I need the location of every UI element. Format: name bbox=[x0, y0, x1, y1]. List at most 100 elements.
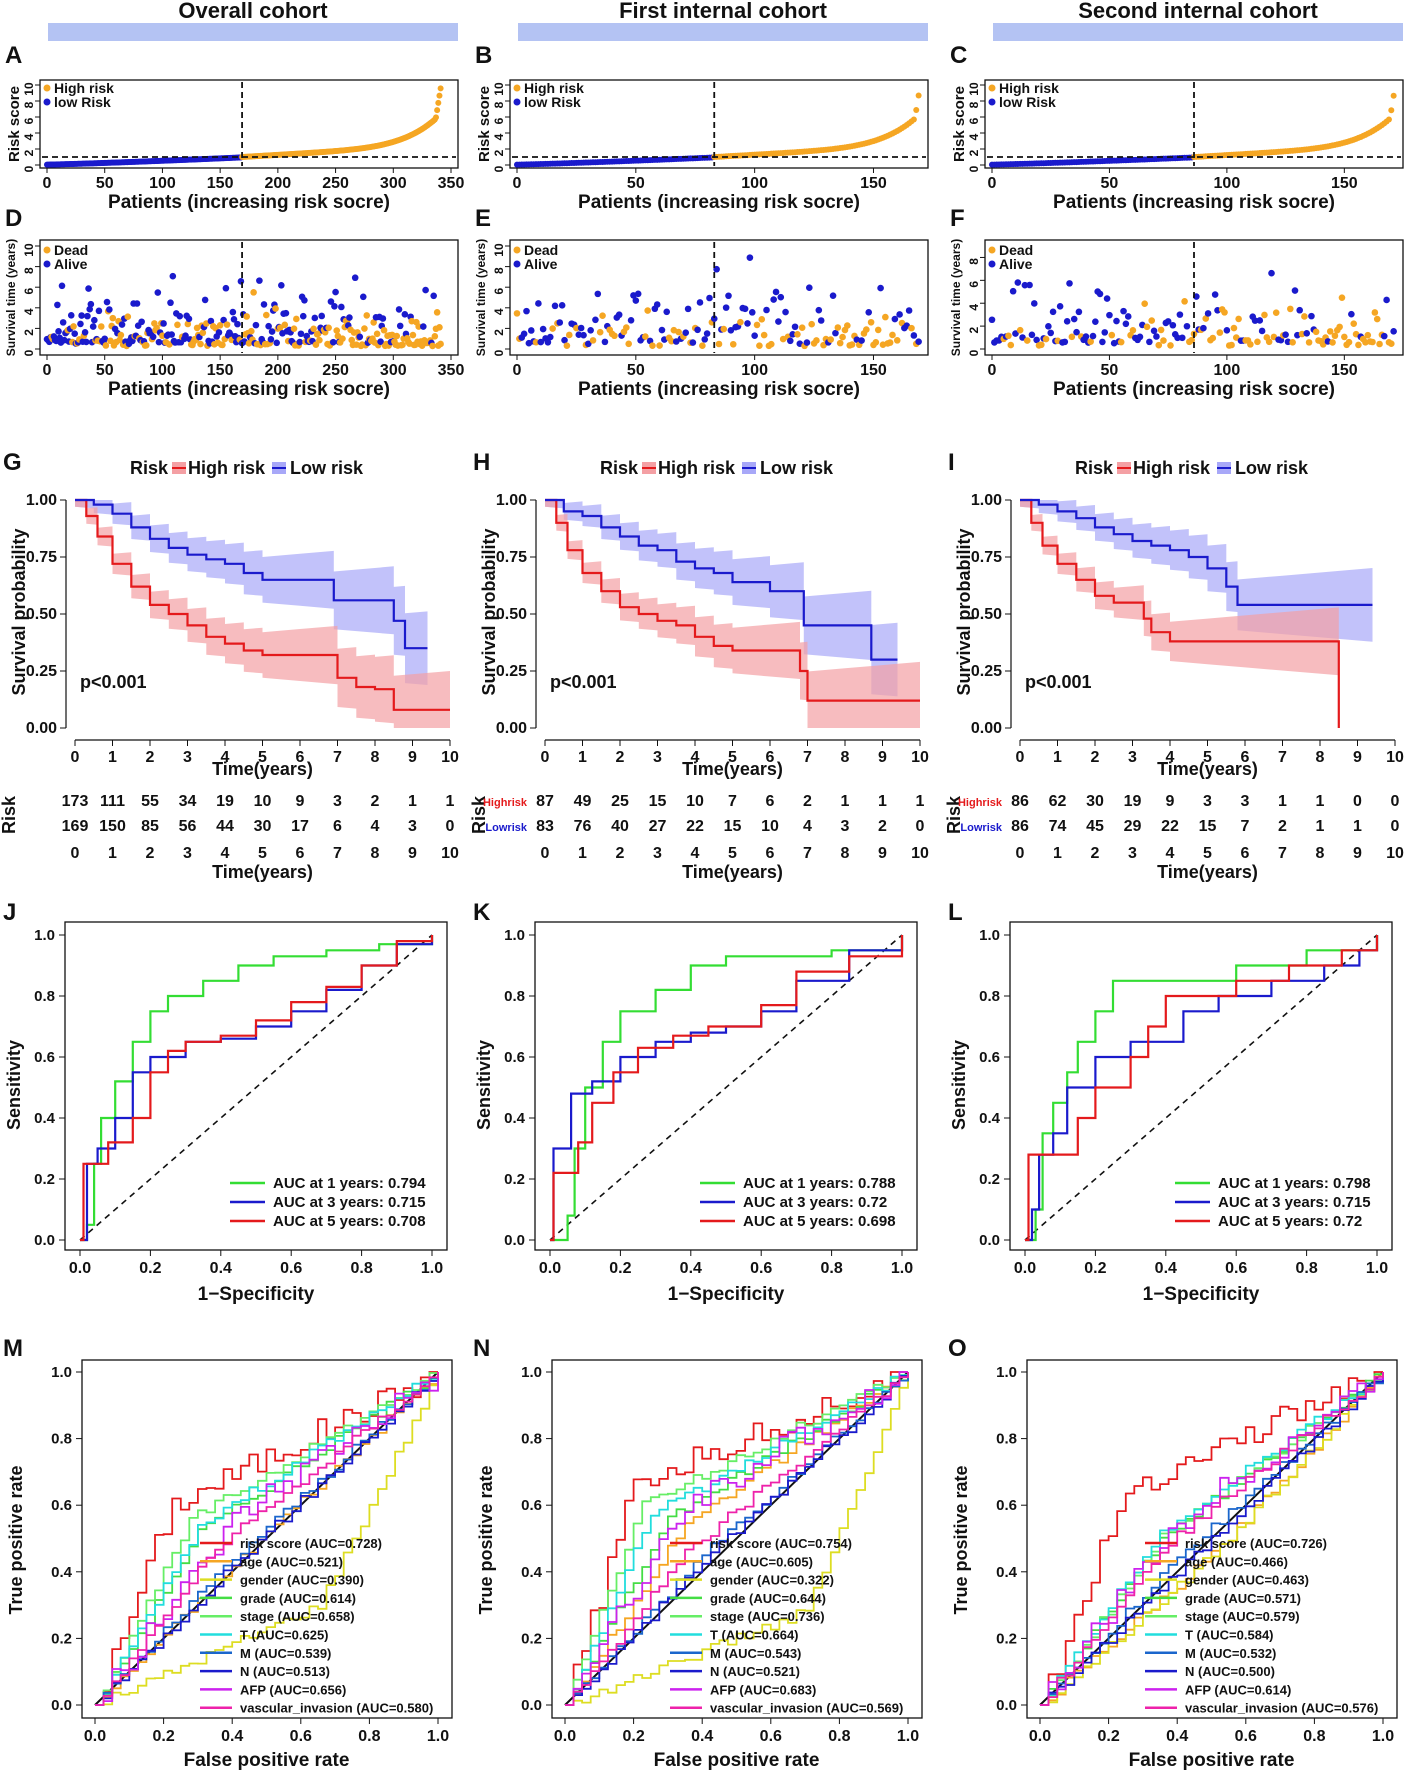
status-point bbox=[1092, 318, 1099, 325]
status-point bbox=[1388, 340, 1395, 348]
status-point bbox=[431, 333, 439, 340]
status-point bbox=[513, 310, 521, 317]
status-point bbox=[1136, 333, 1144, 341]
x-tick-label: 0.0 bbox=[69, 1260, 91, 1277]
status-point bbox=[1045, 323, 1052, 330]
panel-letter: I bbox=[948, 449, 955, 476]
km-confidence-band bbox=[1020, 500, 1339, 728]
status-point bbox=[1164, 318, 1172, 325]
status-point bbox=[282, 309, 290, 317]
status-point bbox=[836, 339, 844, 347]
status-point bbox=[1329, 339, 1336, 346]
x-tick-label: 2 bbox=[1091, 749, 1100, 766]
panel-letter: F bbox=[950, 205, 965, 232]
status-point bbox=[834, 324, 842, 331]
legend-alive-marker bbox=[513, 260, 521, 268]
clinical-roc-curve bbox=[95, 1372, 439, 1706]
x-tick-label: 0.2 bbox=[1097, 1728, 1119, 1745]
x-tick-label: 0.6 bbox=[1235, 1728, 1257, 1745]
table-x-tick-label: 6 bbox=[766, 845, 775, 862]
roc-curve bbox=[1025, 935, 1379, 1242]
x-tick-label: 100 bbox=[149, 175, 176, 192]
status-point bbox=[160, 320, 167, 327]
y-tick-label: 0.2 bbox=[34, 1171, 55, 1188]
status-point bbox=[782, 308, 789, 316]
clinical-roc-curve bbox=[95, 1372, 439, 1706]
clin-legend-label: N (AUC=0.500) bbox=[1185, 1664, 1275, 1679]
status-point bbox=[297, 330, 305, 338]
roc-legend-label: AUC at 3 years: 0.715 bbox=[1218, 1194, 1371, 1211]
status-point bbox=[820, 341, 827, 349]
status-point bbox=[789, 330, 796, 338]
y-tick-label: 0.00 bbox=[496, 720, 527, 737]
status-point bbox=[872, 339, 880, 346]
status-point bbox=[794, 331, 801, 338]
table-x-tick-label: 10 bbox=[911, 845, 929, 862]
y-tick-label: 2 bbox=[967, 326, 981, 333]
x-tick-label: 0.8 bbox=[828, 1728, 850, 1745]
risk-table-low-cell: 22 bbox=[1161, 818, 1179, 835]
table-x-tick-label: 0 bbox=[541, 845, 550, 862]
table-x-tick-label: 8 bbox=[371, 845, 380, 862]
risk-point bbox=[913, 106, 920, 113]
status-point bbox=[803, 339, 811, 346]
status-point bbox=[433, 309, 441, 316]
table-x-tick-label: 6 bbox=[1241, 845, 1250, 862]
status-point bbox=[370, 319, 377, 326]
clinical-roc-curve bbox=[1040, 1372, 1384, 1706]
x-axis-label: 1−Specificity bbox=[1143, 1284, 1260, 1305]
status-point bbox=[296, 338, 304, 346]
km-confidence-band bbox=[545, 500, 920, 728]
x-tick-label: 0.4 bbox=[680, 1260, 702, 1277]
risk-table-high-cell: 1 bbox=[1278, 793, 1287, 810]
status-point bbox=[248, 327, 255, 335]
risk-table-high-cell: 30 bbox=[1086, 793, 1104, 810]
y-tick-label: 0.6 bbox=[34, 1049, 55, 1066]
table-low-label: Lowrisk bbox=[485, 822, 527, 834]
status-point bbox=[1028, 331, 1036, 339]
roc-curve bbox=[80, 935, 434, 1242]
y-tick-label: 0.6 bbox=[521, 1497, 542, 1514]
status-point bbox=[102, 342, 110, 349]
status-point bbox=[1202, 315, 1210, 322]
x-tick-label: 50 bbox=[1101, 175, 1119, 192]
y-axis-label: Survival time (years) bbox=[4, 239, 18, 356]
y-tick-label: 6 bbox=[492, 117, 506, 124]
status-point bbox=[527, 327, 535, 334]
legend-high-label: High risk bbox=[524, 80, 584, 96]
status-point bbox=[1390, 328, 1397, 335]
x-tick-label: 0.8 bbox=[1303, 1728, 1325, 1745]
status-point bbox=[1082, 333, 1090, 340]
risk-table-low-cell: 0 bbox=[1391, 818, 1400, 835]
status-point bbox=[1216, 329, 1224, 336]
status-point bbox=[1070, 315, 1078, 323]
risk-table-low-cell: 22 bbox=[686, 818, 704, 835]
status-point bbox=[215, 329, 223, 336]
status-point bbox=[791, 323, 799, 331]
x-tick-label: 6 bbox=[1241, 749, 1250, 766]
status-point bbox=[1319, 341, 1327, 348]
km-curve-high bbox=[75, 498, 450, 711]
x-tick-label: 50 bbox=[627, 362, 645, 379]
table-x-tick-label: 3 bbox=[653, 845, 662, 862]
x-tick-label: 0.2 bbox=[622, 1728, 644, 1745]
status-point bbox=[896, 311, 903, 318]
status-point bbox=[133, 300, 141, 307]
risk-point bbox=[1388, 107, 1395, 114]
status-point bbox=[1141, 300, 1148, 308]
status-point bbox=[263, 311, 270, 319]
risk-table-low-cell: 4 bbox=[371, 818, 380, 835]
risk-table-low-cell: 27 bbox=[649, 818, 667, 835]
y-tick-label: 0.0 bbox=[979, 1232, 1000, 1249]
x-tick-label: 1.0 bbox=[897, 1728, 919, 1745]
x-tick-label: 150 bbox=[1331, 362, 1358, 379]
y-tick-label: 0.50 bbox=[26, 606, 57, 623]
y-tick-label: 0.8 bbox=[34, 988, 55, 1005]
status-point bbox=[1101, 329, 1109, 336]
panel-letter: N bbox=[473, 1335, 490, 1362]
risk-table-low-cell: 56 bbox=[179, 818, 197, 835]
status-point bbox=[741, 305, 749, 313]
table-x-tick-label: 5 bbox=[728, 845, 737, 862]
clin-legend-label: grade (AUC=0.614) bbox=[240, 1591, 356, 1606]
risk-table-high-cell: 49 bbox=[574, 793, 592, 810]
